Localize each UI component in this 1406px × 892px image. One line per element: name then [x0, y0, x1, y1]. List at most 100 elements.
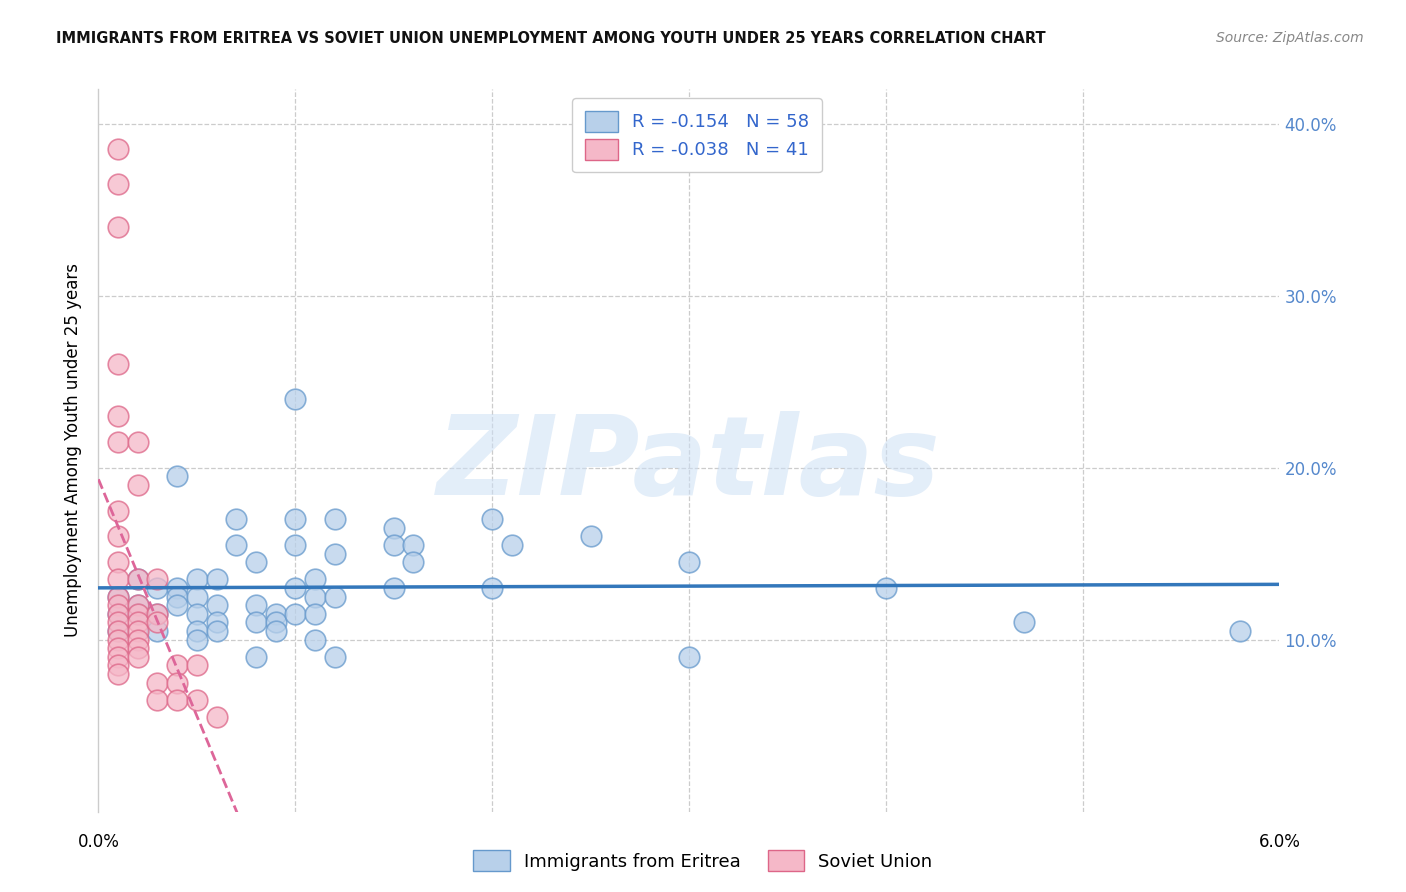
Point	[127, 615, 149, 630]
Point	[205, 599, 228, 613]
Point	[481, 581, 503, 595]
Point	[107, 573, 129, 587]
Point	[127, 573, 149, 587]
Point	[107, 667, 129, 681]
Point	[107, 607, 129, 621]
Point	[284, 607, 307, 621]
Point	[402, 538, 425, 552]
Point	[107, 607, 129, 621]
Point	[186, 693, 208, 707]
Point	[225, 538, 247, 552]
Point	[284, 512, 307, 526]
Point	[323, 547, 346, 561]
Point	[127, 573, 149, 587]
Text: IMMIGRANTS FROM ERITREA VS SOVIET UNION UNEMPLOYMENT AMONG YOUTH UNDER 25 YEARS : IMMIGRANTS FROM ERITREA VS SOVIET UNION …	[56, 31, 1046, 46]
Point	[166, 590, 188, 604]
Point	[127, 607, 149, 621]
Point	[107, 658, 129, 673]
Point	[107, 555, 129, 569]
Point	[382, 538, 405, 552]
Point	[127, 624, 149, 639]
Point	[1012, 615, 1035, 630]
Point	[107, 624, 129, 639]
Point	[875, 581, 897, 595]
Point	[107, 615, 129, 630]
Point	[205, 573, 228, 587]
Point	[166, 658, 188, 673]
Point	[1229, 624, 1251, 639]
Text: ZIPatlas: ZIPatlas	[437, 411, 941, 518]
Point	[146, 573, 169, 587]
Text: 0.0%: 0.0%	[77, 833, 120, 851]
Point	[127, 632, 149, 647]
Point	[186, 632, 208, 647]
Point	[107, 590, 129, 604]
Point	[284, 581, 307, 595]
Point	[107, 142, 129, 157]
Point	[127, 641, 149, 656]
Point	[107, 409, 129, 423]
Point	[481, 512, 503, 526]
Point	[678, 555, 700, 569]
Point	[323, 590, 346, 604]
Point	[264, 624, 287, 639]
Point	[245, 615, 267, 630]
Point	[304, 607, 326, 621]
Point	[107, 177, 129, 191]
Point	[205, 615, 228, 630]
Point	[284, 538, 307, 552]
Point	[107, 503, 129, 517]
Point	[382, 581, 405, 595]
Point	[146, 581, 169, 595]
Point	[304, 573, 326, 587]
Point	[107, 624, 129, 639]
Point	[107, 358, 129, 372]
Point	[323, 649, 346, 664]
Y-axis label: Unemployment Among Youth under 25 years: Unemployment Among Youth under 25 years	[65, 263, 83, 638]
Point	[146, 607, 169, 621]
Point	[166, 693, 188, 707]
Legend: Immigrants from Eritrea, Soviet Union: Immigrants from Eritrea, Soviet Union	[467, 843, 939, 879]
Point	[382, 521, 405, 535]
Point	[127, 478, 149, 492]
Point	[166, 599, 188, 613]
Point	[205, 624, 228, 639]
Point	[186, 624, 208, 639]
Point	[127, 599, 149, 613]
Point	[402, 555, 425, 569]
Point	[501, 538, 523, 552]
Legend: R = -0.154   N = 58, R = -0.038   N = 41: R = -0.154 N = 58, R = -0.038 N = 41	[572, 98, 821, 172]
Point	[107, 434, 129, 449]
Point	[146, 675, 169, 690]
Text: 6.0%: 6.0%	[1258, 833, 1301, 851]
Point	[186, 607, 208, 621]
Point	[186, 590, 208, 604]
Point	[284, 392, 307, 406]
Point	[323, 512, 346, 526]
Point	[107, 219, 129, 234]
Point	[127, 434, 149, 449]
Point	[678, 649, 700, 664]
Point	[107, 529, 129, 543]
Text: Source: ZipAtlas.com: Source: ZipAtlas.com	[1216, 31, 1364, 45]
Point	[186, 658, 208, 673]
Point	[186, 573, 208, 587]
Point	[579, 529, 602, 543]
Point	[205, 710, 228, 724]
Point	[107, 632, 129, 647]
Point	[127, 607, 149, 621]
Point	[264, 615, 287, 630]
Point	[146, 615, 169, 630]
Point	[304, 632, 326, 647]
Point	[146, 624, 169, 639]
Point	[304, 590, 326, 604]
Point	[127, 649, 149, 664]
Point	[166, 675, 188, 690]
Point	[146, 693, 169, 707]
Point	[127, 599, 149, 613]
Point	[245, 649, 267, 664]
Point	[107, 599, 129, 613]
Point	[107, 641, 129, 656]
Point	[107, 590, 129, 604]
Point	[107, 649, 129, 664]
